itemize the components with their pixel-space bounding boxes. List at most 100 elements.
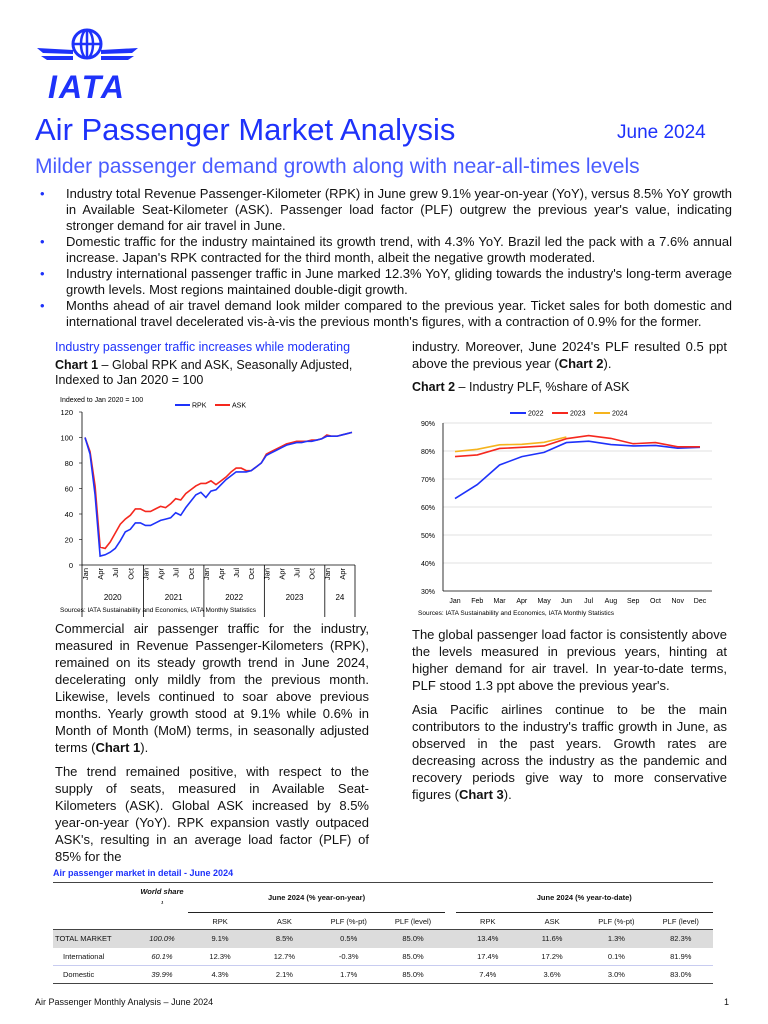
- y-tick-label: 120: [60, 408, 73, 417]
- cell-value: 82.3%: [670, 934, 692, 944]
- x-tick-label: Sep: [627, 598, 640, 605]
- cell-value: 17.4%: [477, 951, 499, 961]
- series-line-2023: [454, 434, 700, 458]
- column-header: PLF (%-pt): [330, 916, 367, 926]
- cell-value: 11.6%: [541, 934, 563, 944]
- right-text-continuation: industry. Moreover, June 2024's PLF resu…: [412, 339, 727, 371]
- x-tick-label: Apr: [338, 567, 347, 579]
- year-label: 2020: [104, 593, 122, 602]
- world-share: 100.0%: [149, 934, 175, 944]
- year-label: 2022: [225, 593, 243, 602]
- y-tick-label: 100: [60, 434, 73, 443]
- year-label: 2023: [286, 593, 304, 602]
- x-tick-label: Jan: [449, 598, 460, 605]
- x-tick-label: Jul: [584, 598, 593, 605]
- column-header: PLF (level): [662, 916, 699, 926]
- x-tick-label: Jan: [81, 568, 90, 580]
- chart1-rpk-ask: Indexed to Jan 2020 = 100 0 20 40 60 80 100 120…: [60, 397, 356, 617]
- cell-value: -0.3%: [338, 951, 359, 961]
- x-tick-label: Oct: [126, 567, 135, 580]
- paragraph: Asia Pacific airlines continue to be the…: [412, 702, 727, 802]
- x-tick-label: Jul: [172, 568, 181, 578]
- x-tick-label: Jul: [111, 568, 120, 578]
- series-line-2022: [454, 440, 701, 500]
- chart1-title: Chart 1 – Global RPK and ASK, Seasonally…: [55, 358, 369, 388]
- footer-text: Air Passenger Monthly Analysis – June 20…: [35, 997, 214, 1007]
- cell-value: 85.0%: [402, 934, 424, 944]
- world-share: 60.1%: [151, 951, 173, 961]
- chart2-plf: 30% 40% 50% 60% 70% 80% 90% Jan Feb Mar Apr May Jun J…: [418, 411, 712, 617]
- column-header: PLF (level): [394, 916, 432, 926]
- x-tick-label: Apr: [157, 567, 166, 579]
- cell-value: 17.2%: [541, 951, 563, 961]
- y-tick-label: 80: [65, 459, 73, 468]
- chart2-title: Chart 2 – Industry PLF, %share of ASK: [412, 380, 629, 395]
- year-label: 2021: [165, 593, 183, 602]
- cell-value: 3.0%: [607, 970, 625, 979]
- y-axis-label: Indexed to Jan 2020 = 100: [60, 397, 143, 404]
- row-label: International: [63, 951, 105, 961]
- chart1-title-text: – Global RPK and ASK, Seasonally Adjuste…: [55, 358, 353, 387]
- legend-label: ASK: [232, 403, 246, 410]
- svg-text:IATA: IATA: [48, 69, 126, 100]
- x-tick-label: Apr: [96, 567, 105, 579]
- bullet-item: Industry international passenger traffic…: [40, 266, 732, 298]
- x-tick-label: Apr: [516, 598, 528, 605]
- chart2-title-text: – Industry PLF, %share of ASK: [455, 380, 630, 394]
- cell-value: 9.1%: [211, 934, 229, 944]
- x-tick-label: Mar: [494, 598, 507, 605]
- row-label: TOTAL MARKET: [55, 934, 112, 944]
- cell-value: 3.6%: [543, 970, 561, 979]
- x-tick-label: Oct: [187, 567, 196, 580]
- table-row: International 60.1% 12.3% 12.7% -0.3% 85.0% 17…: [53, 948, 713, 966]
- x-tick-label: Aug: [605, 598, 618, 605]
- table-title: Air passenger market in detail - June 20…: [53, 868, 234, 878]
- cell-value: 12.3%: [209, 951, 231, 961]
- legend-label: RPK: [192, 403, 207, 410]
- x-tick-label: Jan: [141, 568, 150, 580]
- key-points: Industry total Revenue Passenger-Kilomet…: [40, 186, 732, 330]
- section-heading: Industry passenger traffic increases whi…: [55, 340, 351, 354]
- x-tick-label: Dec: [694, 598, 707, 605]
- paragraph: The trend remained positive, with respec…: [55, 764, 369, 864]
- x-tick-label: Oct: [650, 598, 661, 605]
- yoy-group-header: June 2024 (% year-on-year): [187, 882, 446, 913]
- left-text: Commercial air passenger traffic for the…: [55, 620, 369, 872]
- column-header: ASK: [276, 916, 292, 926]
- legend-label: 2022: [528, 411, 544, 418]
- page-number: 1: [724, 997, 730, 1007]
- x-tick-label: Jan: [202, 568, 211, 580]
- cell-value: 0.5%: [340, 934, 358, 944]
- x-tick-label: Nov: [672, 598, 685, 605]
- column-header: PLF (%-pt): [598, 916, 635, 926]
- cell-value: 85.0%: [402, 970, 424, 979]
- bullet-item: Months ahead of air travel demand look m…: [40, 298, 732, 330]
- page-title: Air Passenger Market Analysis: [35, 112, 456, 147]
- paragraph: Commercial air passenger traffic for the…: [55, 621, 369, 755]
- report-date: June 2024: [617, 122, 706, 143]
- world-share-header: World share ¹: [140, 886, 184, 908]
- cell-value: 81.9%: [670, 951, 692, 961]
- bullet-item: Domestic traffic for the industry mainta…: [40, 234, 732, 266]
- series-line-2024: [454, 436, 567, 453]
- cell-value: 8.5%: [275, 934, 293, 944]
- column-header: RPK: [212, 916, 228, 926]
- x-tick-label: Jun: [561, 598, 572, 605]
- row-label: Domestic: [63, 970, 95, 979]
- x-tick-label: May: [537, 598, 551, 605]
- x-tick-label: Oct: [308, 567, 317, 580]
- y-tick-label: 30%: [421, 589, 435, 596]
- table-row: TOTAL MARKET 100.0% 9.1% 8.5% 0.5% 85.0% 13.4%…: [53, 929, 713, 948]
- table-row: Domestic 39.9% 4.3% 2.1% 1.7% 85.0% 7.4% 3.6% 3.…: [53, 966, 713, 984]
- column-header: RPK: [480, 916, 496, 926]
- ytd-group-header: June 2024 (% year-to-date): [455, 882, 713, 913]
- chart1-label: Chart 1: [55, 358, 99, 372]
- cell-value: 2.1%: [275, 970, 293, 979]
- y-tick-label: 20: [65, 536, 73, 545]
- series-line-ask: [84, 431, 353, 550]
- x-tick-label: Feb: [471, 598, 483, 605]
- x-tick-label: Jul: [232, 568, 241, 578]
- cell-value: 4.3%: [211, 970, 229, 979]
- legend-label: 2023: [570, 411, 586, 418]
- y-tick-label: 60: [65, 485, 73, 494]
